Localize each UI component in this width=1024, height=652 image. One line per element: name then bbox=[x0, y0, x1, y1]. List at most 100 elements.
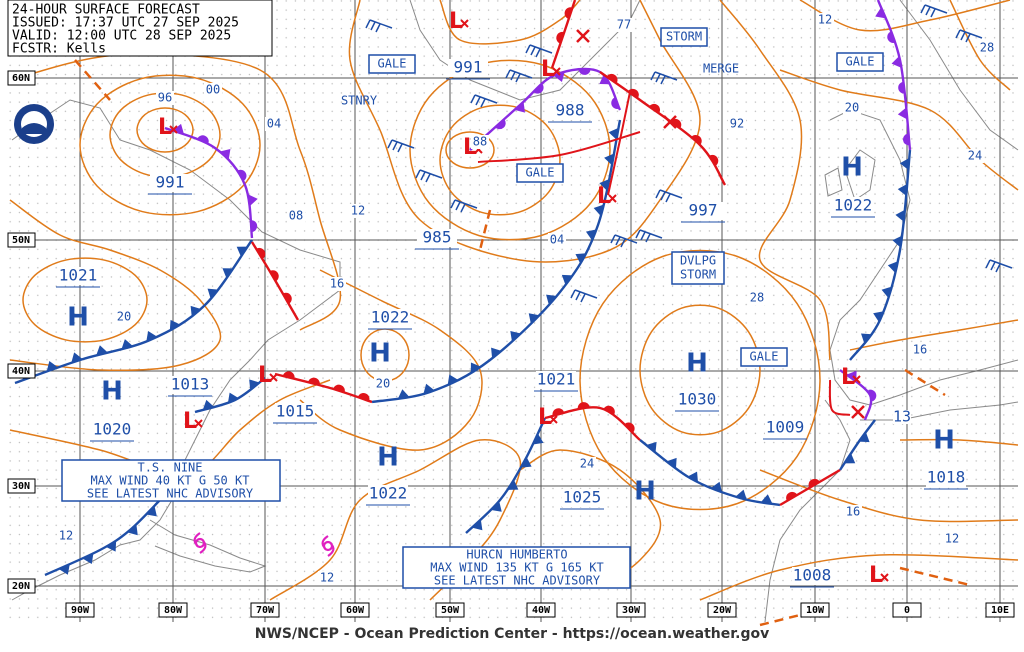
isobar-label: 24 bbox=[580, 457, 594, 471]
low-center-mark bbox=[880, 573, 889, 582]
isobar-label: 88 bbox=[473, 135, 487, 149]
longitude-label-box bbox=[65, 602, 95, 618]
pressure-label-bg bbox=[170, 376, 210, 394]
cold-front-triangle bbox=[46, 360, 59, 372]
latitude-label: 60N bbox=[12, 73, 30, 84]
isobar-label-bg bbox=[57, 529, 75, 543]
header-forecaster: FCSTR: Kells bbox=[12, 42, 106, 57]
cold-front-triangle bbox=[553, 71, 565, 83]
warning-label: GALE bbox=[750, 350, 779, 364]
header-valid: VALID: 12:00 UTC 28 SEP 2025 bbox=[12, 29, 231, 44]
tropical-cyclone-symbol bbox=[321, 535, 335, 557]
central-pressure: 1009 bbox=[766, 418, 805, 437]
cold-front-triangle bbox=[202, 399, 215, 411]
central-pressure: 991 bbox=[454, 58, 483, 77]
low-center-mark bbox=[608, 194, 617, 203]
warning-box bbox=[368, 54, 416, 74]
cold-front-triangle bbox=[528, 313, 540, 324]
warm-front-semicircle bbox=[624, 422, 635, 433]
isobar-label-bg bbox=[328, 277, 346, 291]
isobar-label: 08 bbox=[289, 209, 303, 223]
warm-front-semicircle bbox=[495, 119, 506, 130]
isobar-label-bg bbox=[287, 209, 305, 223]
warning-box bbox=[516, 163, 564, 183]
isobar bbox=[109, 92, 221, 178]
warning-label: DVLPG bbox=[680, 254, 716, 268]
warm-front-semicircle bbox=[256, 247, 266, 260]
cold-front-triangle bbox=[190, 305, 201, 317]
warm-front-semicircle bbox=[606, 73, 618, 84]
low-center-mark bbox=[269, 373, 278, 382]
longitude-label-box bbox=[158, 602, 188, 618]
cold-front-triangle bbox=[666, 457, 677, 469]
cold-front-triangle bbox=[844, 453, 856, 464]
noaa-logo bbox=[14, 104, 54, 144]
cold-front-triangle bbox=[520, 457, 532, 468]
latitude-label-box bbox=[7, 232, 36, 248]
warm-front bbox=[250, 241, 300, 321]
longitude-label: 10E bbox=[991, 605, 1009, 616]
isobar-label: 16 bbox=[913, 343, 927, 357]
advisory-line: MAX WIND 135 KT G 165 KT bbox=[430, 561, 603, 575]
central-pressure: 1021 bbox=[59, 266, 98, 285]
cold-front-triangle bbox=[735, 489, 747, 500]
wind-barb bbox=[650, 71, 678, 85]
wind-barb bbox=[365, 19, 393, 33]
pressure-label-bg bbox=[792, 567, 832, 585]
pressure-label-bg bbox=[765, 419, 805, 437]
longitude-label: 80W bbox=[164, 605, 183, 616]
cold-front-triangle bbox=[593, 204, 604, 217]
warm-front bbox=[544, 406, 641, 441]
cold-front-triangle bbox=[861, 333, 872, 344]
advisory-line: SEE LATEST NHC ADVISORY bbox=[87, 487, 254, 501]
occluded-front bbox=[164, 126, 254, 239]
isobar-label: 12 bbox=[945, 532, 959, 546]
advisory-line: MAX WIND 40 KT G 50 KT bbox=[91, 474, 250, 488]
cold-front-triangle bbox=[82, 553, 94, 565]
cold-front-triangle bbox=[247, 194, 258, 207]
warm-front-semicircle bbox=[808, 478, 820, 488]
low-center-mark bbox=[460, 19, 469, 28]
warm-front-semicircle bbox=[627, 88, 639, 99]
cold-front-triangle bbox=[96, 345, 108, 356]
cold-front-triangle bbox=[471, 519, 483, 531]
latitude-label: 50N bbox=[12, 235, 30, 246]
warm-front-semicircle bbox=[333, 384, 345, 393]
cold-front-triangle bbox=[575, 253, 587, 264]
high-symbol: H bbox=[841, 153, 863, 183]
isobar bbox=[299, 269, 483, 451]
isobar-label: 04 bbox=[267, 117, 281, 131]
dashed-trough bbox=[904, 368, 946, 397]
central-pressure: 1030 bbox=[678, 390, 717, 409]
cold-front-triangle bbox=[760, 494, 773, 505]
dashed-trough bbox=[74, 59, 111, 101]
longitude-label-box bbox=[250, 602, 280, 618]
central-pressure: 997 bbox=[689, 201, 718, 220]
longitude-label-box bbox=[800, 602, 830, 618]
wind-barb bbox=[505, 69, 533, 83]
cold-front-triangle bbox=[121, 339, 134, 350]
cold-front-triangle bbox=[892, 235, 903, 248]
logo-wave bbox=[22, 123, 46, 134]
isobar bbox=[348, 0, 701, 263]
pressure-label-bg bbox=[448, 59, 488, 77]
cold-front-triangle bbox=[846, 370, 857, 382]
cold-front-triangle bbox=[881, 286, 892, 299]
cold-front-triangle bbox=[219, 148, 231, 160]
isobar-label: 16 bbox=[846, 505, 860, 519]
pressure-label-bg bbox=[58, 267, 98, 285]
isobar-label: 00 bbox=[206, 83, 220, 97]
cold-front-triangle bbox=[146, 330, 158, 342]
warning-box bbox=[740, 347, 788, 367]
cold-front-triangle bbox=[546, 294, 557, 306]
cold-front-triangle bbox=[599, 179, 610, 191]
central-pressure: 1021 bbox=[537, 370, 576, 389]
wind-barb bbox=[570, 289, 598, 303]
tropical-cyclone-symbol bbox=[193, 532, 207, 554]
longitude-label: 30W bbox=[622, 605, 641, 616]
low-symbol: L bbox=[258, 363, 272, 388]
cold-front-triangle bbox=[169, 319, 181, 331]
cold-front-triangle bbox=[887, 261, 898, 274]
cold-front-triangle bbox=[873, 311, 884, 323]
longitude-label-box bbox=[435, 602, 465, 618]
